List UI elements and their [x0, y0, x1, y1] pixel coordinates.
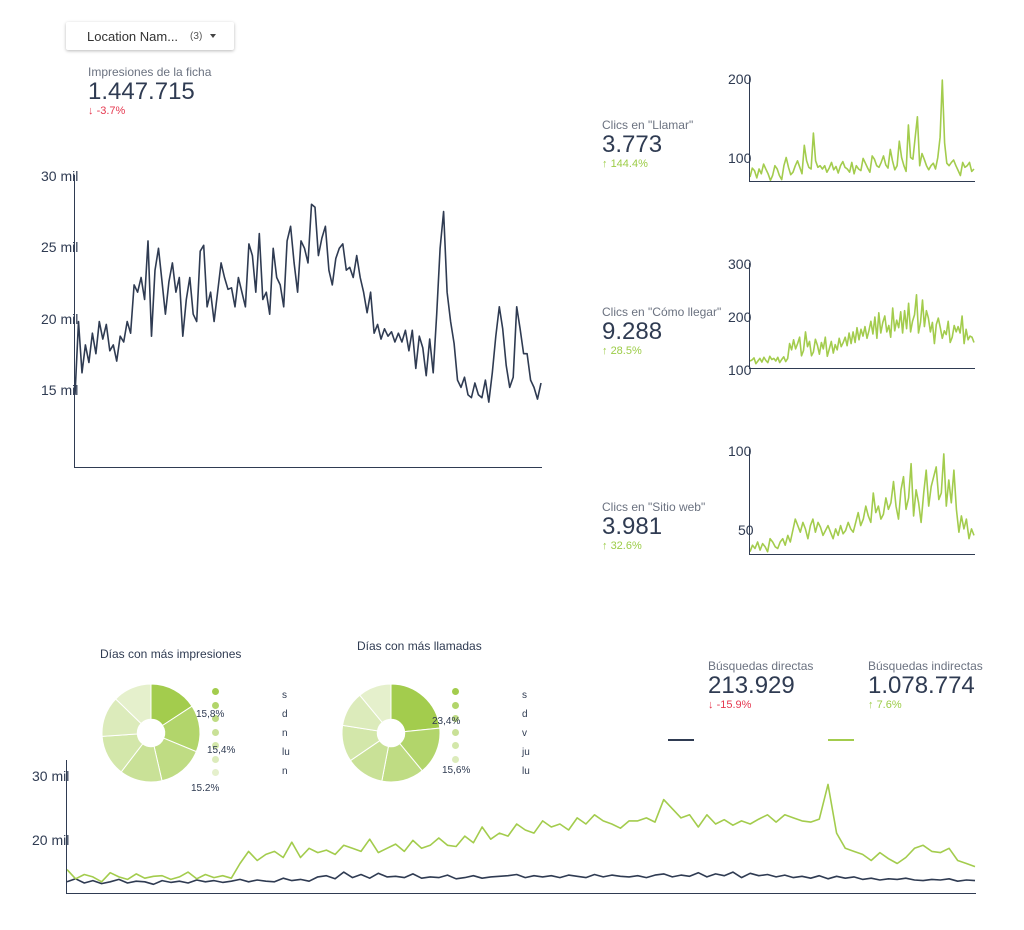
series-line-1	[66, 783, 976, 883]
directions-line-chart	[749, 263, 975, 369]
filter-count: (3)	[190, 30, 203, 42]
scorecard-value: 3.773	[602, 131, 663, 158]
arrow-down-icon: ↓	[708, 699, 714, 711]
impressions-line-chart	[74, 175, 542, 468]
y-tick: 100	[728, 443, 752, 459]
website-line-chart	[749, 449, 975, 555]
legend-swatch-direct	[668, 739, 694, 741]
scorecard-delta: 28.5%	[610, 345, 642, 357]
scorecard-delta: -15.9%	[716, 699, 752, 711]
legend-initial: d	[282, 709, 288, 720]
filter-label: Location Nam...	[87, 28, 179, 44]
y-tick: 20 mil	[41, 311, 79, 327]
scorecard-title: Clics en "Llamar"	[602, 118, 694, 132]
pie-title-calls: Días con más llamadas	[357, 639, 482, 653]
legend-initial: n	[282, 728, 288, 739]
pie-label: 23,4%	[432, 716, 461, 727]
legend-swatch-indirect	[828, 739, 854, 741]
scorecard-direct-searches: Búsquedas directas 213.929 ↓ -15.9%	[708, 659, 813, 711]
series-line-0	[74, 203, 542, 403]
pie-slice-0[interactable]	[390, 683, 441, 733]
legend-dot	[212, 755, 219, 763]
pie-legend-dots	[452, 688, 462, 788]
scorecard-website: Clics en "Sitio web" 3.981 ↑ 32.6%	[602, 500, 705, 552]
y-tick: 100	[728, 362, 752, 378]
scorecard-delta: 32.6%	[610, 540, 642, 552]
location-filter[interactable]: Location Nam... (3)	[66, 22, 234, 50]
pie-label: 15,4%	[207, 745, 236, 756]
legend-initial: n	[282, 766, 288, 777]
legend-initial: lu	[522, 766, 530, 777]
pie-label: 15,2%	[191, 783, 220, 791]
y-tick: 30 mil	[41, 168, 79, 184]
scorecard-value: 1.447.715	[88, 78, 195, 105]
arrow-up-icon: ↑	[602, 540, 608, 552]
arrow-up-icon: ↑	[602, 345, 608, 357]
scorecard-directions: Clics en "Cómo llegar" 9.288 ↑ 28.5%	[602, 305, 721, 357]
scorecard-value: 9.288	[602, 318, 663, 345]
pie-legend-dots	[212, 688, 222, 788]
legend-initial: d	[522, 709, 528, 720]
pie-slice-6[interactable]	[114, 683, 152, 725]
pie-slice-6[interactable]	[359, 683, 392, 724]
legend-initial: s	[522, 690, 527, 701]
series-line-0	[749, 453, 975, 553]
legend-dot	[452, 755, 459, 763]
scorecard-title: Búsquedas directas	[708, 659, 814, 673]
scorecard-delta: 7.6%	[876, 699, 902, 711]
arrow-down-icon: ↓	[88, 105, 94, 117]
scorecard-title: Impresiones de la ficha	[88, 65, 212, 79]
legend-dot	[212, 715, 219, 722]
y-tick: 30 mil	[32, 768, 70, 784]
scorecard-value: 1.078.774	[868, 672, 975, 699]
calls-line-chart	[749, 76, 975, 182]
impressions-days-pie	[101, 683, 201, 783]
legend-initial: v	[522, 728, 527, 739]
caret-down-icon	[210, 34, 217, 38]
scorecard-calls: Clics en "Llamar" 3.773 ↑ 144.4%	[602, 118, 693, 170]
searches-line-chart	[66, 760, 976, 894]
y-tick: 25 mil	[41, 239, 79, 255]
series-line-0	[66, 871, 976, 886]
y-tick: 200	[728, 309, 752, 325]
legend-dot	[452, 688, 459, 695]
y-tick: 15 mil	[41, 382, 79, 398]
pie-label: 15,6%	[442, 765, 471, 776]
legend-dot	[212, 742, 219, 749]
legend-dot	[212, 728, 219, 736]
scorecard-title: Clics en "Cómo llegar"	[602, 305, 722, 319]
calls-days-pie	[341, 683, 441, 783]
legend-initial: lu	[282, 747, 290, 758]
arrow-up-icon: ↑	[602, 158, 608, 170]
pie-label: 15,8%	[196, 709, 225, 720]
series-line-0	[749, 293, 975, 365]
legend-dot	[452, 715, 459, 722]
scorecard-indirect-searches: Búsquedas indirectas 1.078.774 ↑ 7.6%	[868, 659, 983, 711]
scorecard-title: Búsquedas indirectas	[868, 659, 983, 673]
legend-dot	[452, 728, 459, 736]
series-line-0	[749, 79, 975, 182]
legend-dot	[452, 701, 459, 709]
y-tick: 100	[728, 150, 752, 166]
legend-dot	[452, 742, 459, 749]
pie-title-impressions: Días con más impresiones	[100, 647, 242, 661]
scorecard-impressions: Impresiones de la ficha 1.447.715 ↓ -3.7…	[88, 65, 211, 117]
y-tick: 200	[728, 71, 752, 87]
arrow-up-icon: ↑	[868, 699, 874, 711]
scorecard-delta: -3.7%	[96, 105, 126, 117]
scorecard-title: Clics en "Sitio web"	[602, 500, 706, 514]
scorecard-delta: 144.4%	[610, 158, 648, 170]
legend-dot	[212, 701, 219, 709]
legend-dot	[212, 688, 219, 695]
legend-initial: ju	[522, 747, 530, 758]
scorecard-value: 3.981	[602, 513, 663, 540]
scorecard-value: 213.929	[708, 672, 795, 699]
y-tick: 300	[728, 256, 752, 272]
legend-dot	[212, 769, 219, 776]
y-tick: 20 mil	[32, 832, 70, 848]
legend-initial: s	[282, 690, 287, 701]
